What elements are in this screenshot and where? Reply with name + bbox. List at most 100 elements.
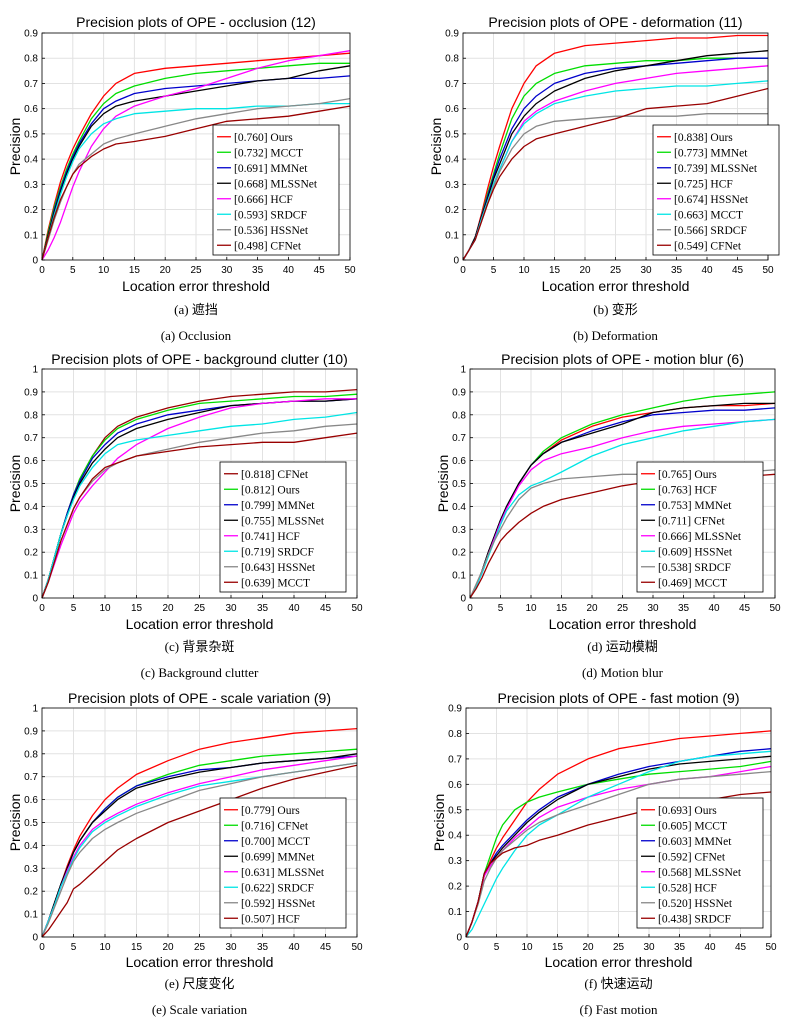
y-tick-label: 0.2 [24,205,38,216]
series-line-6 [462,80,769,261]
y-tick-label: 0.6 [452,456,466,467]
y-tick-label: 0.3 [448,856,462,867]
y-tick-label: 0 [32,933,38,944]
x-tick-label: 30 [640,265,652,276]
legend-entry: [0.779] Ours [241,805,300,817]
y-tick-label: 0.8 [448,729,462,740]
legend-entry: [0.498] CFNet [234,240,302,252]
legend-entry: [0.719] SRDCF [241,546,314,558]
series-line-5 [41,50,351,261]
legend-entry: [0.716] CFNet [241,820,309,832]
y-tick-label: 0.6 [24,795,38,806]
legend-box [219,797,347,929]
y-tick-label: 0.6 [24,456,38,467]
legend: [0.779] Ours [0.716] CFNet [0.700] MCCT [0.… [219,797,347,929]
legend-entry: [0.643] HSSNet [241,562,316,574]
chart-title: Precision plots of OPE - deformation (11… [488,14,742,30]
y-tick-label: 0.7 [445,79,459,90]
legend-entry: [0.760] Ours [234,132,293,144]
chart-title: Precision plots of OPE - scale variation… [68,690,331,706]
x-tick-label: 0 [39,603,45,614]
y-tick-label: 0 [453,256,459,267]
chart-title: Precision plots of OPE - background clut… [51,351,347,367]
legend-entry: [0.668] MLSSNet [234,178,318,190]
legend-entry: [0.631] MLSSNet [241,867,325,879]
legend-entry: [0.812] Ours [241,484,300,496]
y-tick-label: 0.5 [24,479,38,490]
legend: [0.760] Ours [0.732] MCCT [0.691] MMNet [0.… [212,124,340,256]
chart-panel-3: 0 5 10 15 20 25 30 35 40 45 50 0 0.1 0.2 0.3 0.4 0.5 0.6 0… [7,351,363,680]
x-tick-label: 45 [735,942,747,953]
x-tick-label: 10 [99,942,111,953]
chart-panel-5: 0 5 10 15 20 25 30 35 40 45 50 0 0.1 0.2 0.3 0.4 0.5 0.6 0… [7,690,363,1017]
x-tick-label: 10 [98,265,110,276]
series-line-6 [465,750,772,938]
x-tick-label: 35 [257,942,269,953]
series-line-8 [41,105,351,261]
x-tick-label: 35 [674,942,686,953]
legend-entry: [0.609] HSSNet [658,546,733,558]
chart-panel-4: 0 5 10 15 20 25 30 35 40 45 50 0 0.1 0.2 0.3 0.4 0.5 0.6 0… [435,351,781,680]
legend-entry: [0.666] HCF [234,194,293,206]
x-tick-label: 20 [582,942,594,953]
x-tick-label: 35 [671,265,683,276]
x-tick-label: 50 [769,603,781,614]
chart-title: Precision plots of OPE - occlusion (12) [76,14,316,30]
legend-box [219,461,347,593]
legend-entry: [0.549] CFNet [674,240,742,252]
y-tick-label: 0.1 [24,230,38,241]
y-tick-label: 0.5 [452,479,466,490]
x-tick-label: 10 [525,603,537,614]
x-tick-label: 45 [739,603,751,614]
x-tick-label: 50 [344,265,356,276]
x-tick-label: 25 [194,942,206,953]
x-tick-label: 20 [160,265,172,276]
legend-entry: [0.725] HCF [674,178,733,190]
legend-entry: [0.507] HCF [241,913,300,925]
series-line-4 [41,753,358,938]
y-tick-label: 0.2 [445,205,459,216]
y-tick-label: 0.5 [448,805,462,816]
legend-entry: [0.568] MLSSNet [658,867,742,879]
series-line-7 [41,762,358,938]
legend-entry: [0.765] Ours [658,469,717,481]
x-tick-label: 15 [556,603,568,614]
y-tick-label: 0.7 [452,433,466,444]
x-tick-label: 50 [765,942,777,953]
legend-entry: [0.838] Ours [674,132,733,144]
x-tick-label: 5 [70,265,76,276]
series-line-6 [41,102,350,261]
series-line-1 [41,52,351,261]
x-tick-label: 25 [194,603,206,614]
caption-chinese: (a) 遮挡 [174,302,218,317]
y-tick-label: 0 [456,933,462,944]
legend-entry: [0.763] HCF [658,484,717,496]
series-line-6 [469,418,776,599]
legend-box [636,461,764,593]
x-tick-label: 5 [71,603,77,614]
x-tick-label: 40 [704,942,716,953]
legend: [0.693] Ours [0.605] MCCT [0.603] MMNet [0.… [636,797,764,929]
x-tick-label: 40 [701,265,713,276]
legend: [0.818] CFNet [0.812] Ours [0.799] MMNet [0… [219,461,347,593]
y-tick-label: 0.7 [24,79,38,90]
x-axis-label: Location error threshold [545,954,693,970]
x-axis-label: Location error threshold [549,616,697,632]
x-tick-label: 10 [99,603,111,614]
x-tick-label: 15 [549,265,561,276]
legend-entry: [0.663] MCCT [674,209,743,221]
x-tick-label: 20 [579,265,591,276]
x-axis-label: Location error threshold [122,278,270,294]
chart-title: Precision plots of OPE - fast motion (9) [498,690,740,706]
x-axis-label: Location error threshold [126,616,274,632]
legend-entry: [0.693] Ours [658,805,717,817]
y-tick-label: 0.3 [445,180,459,191]
y-axis-label: Precision [435,455,451,513]
legend-entry: [0.622] SRDCF [241,882,314,894]
y-tick-label: 0.1 [448,907,462,918]
y-tick-label: 0.1 [24,910,38,921]
x-tick-label: 25 [190,265,202,276]
caption-english: (e) Scale variation [152,1002,248,1017]
y-tick-label: 0.6 [445,104,459,115]
y-axis-label: Precision [431,794,447,852]
